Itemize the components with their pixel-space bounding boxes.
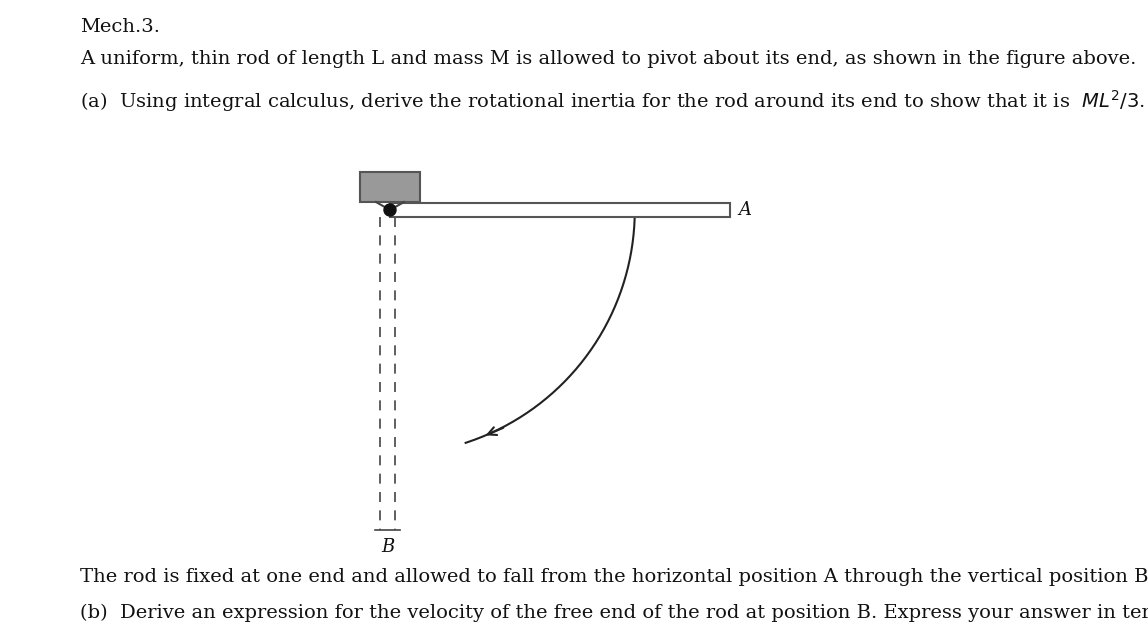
Text: (a)  Using integral calculus, derive the rotational inertia for the rod around i: (a) Using integral calculus, derive the … [80,88,1145,114]
Bar [390,203,730,217]
Circle shape [383,204,396,216]
Bar [360,172,420,202]
Text: B: B [381,538,394,556]
Text: Mech.3.: Mech.3. [80,18,160,36]
Text: A: A [738,201,751,219]
Text: (b)  Derive an expression for the velocity of the free end of the rod at positio: (b) Derive an expression for the velocit… [80,604,1148,622]
Text: The rod is fixed at one end and allowed to fall from the horizontal position A t: The rod is fixed at one end and allowed … [80,568,1148,586]
Text: A uniform, thin rod of length L and mass M is allowed to pivot about its end, as: A uniform, thin rod of length L and mass… [80,50,1137,68]
